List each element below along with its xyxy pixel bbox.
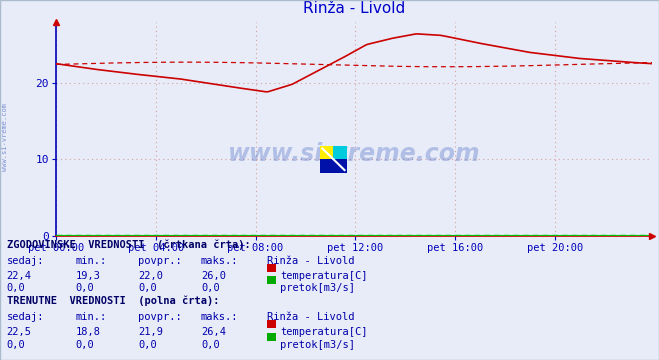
Text: 18,8: 18,8 xyxy=(76,327,101,337)
Text: www.si-vreme.com: www.si-vreme.com xyxy=(228,143,480,166)
Text: sedaj:: sedaj: xyxy=(7,256,44,266)
Text: 0,0: 0,0 xyxy=(138,340,157,350)
Text: Rinža - Livold: Rinža - Livold xyxy=(267,256,355,266)
Text: povpr.:: povpr.: xyxy=(138,256,182,266)
Text: ZGODOVINSKE  VREDNOSTI  (črtkana črta):: ZGODOVINSKE VREDNOSTI (črtkana črta): xyxy=(7,239,250,250)
Text: 22,0: 22,0 xyxy=(138,271,163,281)
Text: 26,0: 26,0 xyxy=(201,271,226,281)
Text: 0,0: 0,0 xyxy=(201,283,219,293)
Text: TRENUTNE  VREDNOSTI  (polna črta):: TRENUTNE VREDNOSTI (polna črta): xyxy=(7,296,219,306)
Text: 26,4: 26,4 xyxy=(201,327,226,337)
Text: 0,0: 0,0 xyxy=(76,340,94,350)
Text: Rinža - Livold: Rinža - Livold xyxy=(267,312,355,322)
Title: Rinža - Livold: Rinža - Livold xyxy=(303,1,405,16)
Text: maks.:: maks.: xyxy=(201,256,239,266)
Text: temperatura[C]: temperatura[C] xyxy=(280,271,368,281)
Text: 0,0: 0,0 xyxy=(138,283,157,293)
Text: min.:: min.: xyxy=(76,312,107,322)
Text: 22,4: 22,4 xyxy=(7,271,32,281)
Text: 0,0: 0,0 xyxy=(76,283,94,293)
Text: sedaj:: sedaj: xyxy=(7,312,44,322)
Text: www.si-vreme.com: www.si-vreme.com xyxy=(2,103,9,171)
Text: pretok[m3/s]: pretok[m3/s] xyxy=(280,283,355,293)
Text: 0,0: 0,0 xyxy=(7,340,25,350)
Text: povpr.:: povpr.: xyxy=(138,312,182,322)
Text: temperatura[C]: temperatura[C] xyxy=(280,327,368,337)
Text: min.:: min.: xyxy=(76,256,107,266)
Text: 21,9: 21,9 xyxy=(138,327,163,337)
Text: 19,3: 19,3 xyxy=(76,271,101,281)
Text: 22,5: 22,5 xyxy=(7,327,32,337)
Text: 0,0: 0,0 xyxy=(7,283,25,293)
Text: pretok[m3/s]: pretok[m3/s] xyxy=(280,340,355,350)
Text: maks.:: maks.: xyxy=(201,312,239,322)
Text: 0,0: 0,0 xyxy=(201,340,219,350)
